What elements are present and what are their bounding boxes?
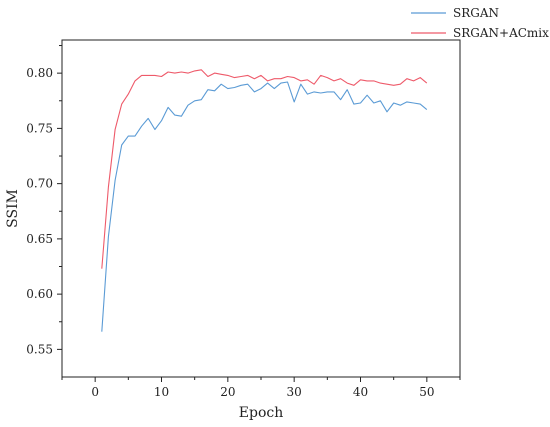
plot-frame <box>61 39 461 378</box>
y-axis-label: SSIM <box>5 189 21 228</box>
x-tick-label: 0 <box>91 385 99 399</box>
y-tick-label: 0.70 <box>26 177 53 191</box>
y-tick-label: 0.60 <box>26 287 53 301</box>
y-tick-label: 0.65 <box>26 232 53 246</box>
x-tick-label: 10 <box>154 385 169 399</box>
series-line-srgan-acmix <box>101 69 428 269</box>
legend-label-srgan-acmix: SRGAN+ACmix <box>453 26 549 40</box>
x-tick-label: 50 <box>419 385 434 399</box>
series-line-srgan <box>101 81 428 332</box>
y-tick-label: 0.55 <box>26 342 53 356</box>
y-tick-label: 0.80 <box>26 66 53 80</box>
x-tick-label: 30 <box>287 385 302 399</box>
y-tick-label: 0.75 <box>26 121 53 135</box>
legend: SRGAN SRGAN+ACmix <box>411 6 549 40</box>
series-lines <box>101 69 428 332</box>
x-tick-label: 40 <box>353 385 368 399</box>
x-tick-label: 20 <box>220 385 235 399</box>
x-axis-label: Epoch <box>239 405 283 421</box>
legend-label-srgan: SRGAN <box>453 6 499 20</box>
axis-ticks: 0 10 20 30 40 50 0.55 0.60 0.65 0.70 0.75 0.80 <box>26 45 461 399</box>
